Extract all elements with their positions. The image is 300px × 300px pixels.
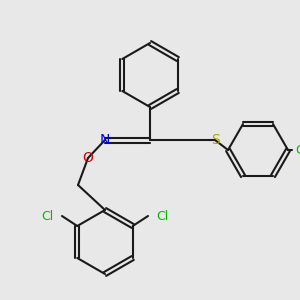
Text: Cl: Cl	[42, 209, 54, 223]
Text: N: N	[100, 133, 110, 147]
Text: O: O	[82, 151, 93, 165]
Text: Cl: Cl	[156, 209, 168, 223]
Text: Cl: Cl	[295, 143, 300, 157]
Text: S: S	[211, 133, 219, 147]
